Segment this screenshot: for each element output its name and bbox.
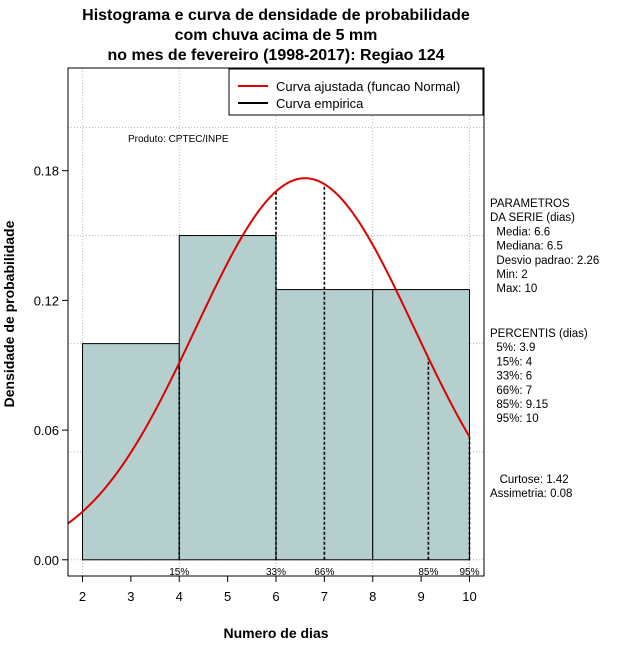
- x-tick-label: 6: [272, 589, 279, 604]
- side-text-line: 5%: 3.9: [490, 342, 535, 354]
- y-tick-label: 0.00: [34, 553, 59, 568]
- side-text-line: 33%: 6: [490, 371, 532, 383]
- x-tick-label: 5: [224, 589, 231, 604]
- side-text-line: Assimetria: 0.08: [490, 488, 572, 500]
- y-tick-label: 0.12: [34, 293, 59, 308]
- x-tick-label: 3: [127, 589, 134, 604]
- side-text-line: 85%: 9.15: [490, 399, 548, 411]
- side-text-line: 66%: 7: [490, 385, 532, 397]
- chart-title: Histograma e curva de densidade de proba…: [82, 7, 470, 64]
- legend-box: [228, 68, 484, 116]
- credit-label: Produto: CPTEC/INPE: [128, 134, 229, 145]
- normal-curve: [67, 177, 471, 525]
- percentile-label: 66%: [314, 567, 334, 578]
- y-tick-label: 0.06: [34, 423, 59, 438]
- x-tick-label: 2: [79, 589, 86, 604]
- percentile-label: 15%: [169, 567, 189, 578]
- x-axis: 2 3 4 5 6 7 8 9 10: [79, 576, 477, 604]
- percentile-lines: 15% 33% 66% 85% 95%: [169, 184, 480, 578]
- side-text-line: DA SERIE (dias): [490, 212, 575, 224]
- legend-label: Curva empirica: [276, 96, 364, 111]
- side-text-line: 95%: 10: [490, 413, 539, 425]
- x-axis-label: Numero de dias: [223, 625, 328, 641]
- title-line: com chuva acima de 5 mm: [175, 27, 378, 44]
- side-text-line: Mediana: 6.5: [490, 241, 563, 253]
- x-tick-label: 7: [321, 589, 328, 604]
- x-tick-label: 4: [176, 589, 183, 604]
- side-text-line: 15%: 4: [490, 356, 533, 368]
- title-line: Histograma e curva de densidade de proba…: [82, 7, 470, 24]
- side-panel: PARAMETROS DA SERIE (dias) Media: 6.6 Med…: [490, 198, 599, 500]
- side-text-line: Curtose: 1.42: [490, 474, 569, 486]
- side-text-line: Min: 2: [490, 269, 528, 281]
- x-tick-label: 8: [369, 589, 376, 604]
- legend: Curva ajustada (funcao Normal) Curva empi…: [228, 68, 484, 116]
- y-axis: 0.00 0.06 0.12 0.18: [34, 164, 68, 568]
- side-text-line: PARAMETROS: [490, 198, 570, 210]
- side-text-line: Media: 6.6: [490, 226, 550, 238]
- side-text-line: PERCENTIS (dias): [490, 328, 588, 340]
- percentile-label: 33%: [266, 567, 286, 578]
- x-tick-label: 9: [417, 589, 424, 604]
- legend-label: Curva ajustada (funcao Normal): [276, 79, 460, 94]
- side-text-line: Max: 10: [490, 283, 537, 295]
- percentile-label: 95%: [459, 567, 479, 578]
- title-line: no mes de fevereiro (1998-2017): Regiao …: [107, 47, 444, 64]
- y-tick-label: 0.18: [34, 164, 59, 179]
- y-axis-label: Densidade de probabilidade: [1, 220, 17, 407]
- side-text-line: Desvio padrao: 2.26: [490, 255, 599, 267]
- percentile-label: 85%: [418, 567, 438, 578]
- histogram-bar: [372, 289, 470, 561]
- x-tick-label: 10: [462, 589, 476, 604]
- histogram-bar: [178, 235, 277, 561]
